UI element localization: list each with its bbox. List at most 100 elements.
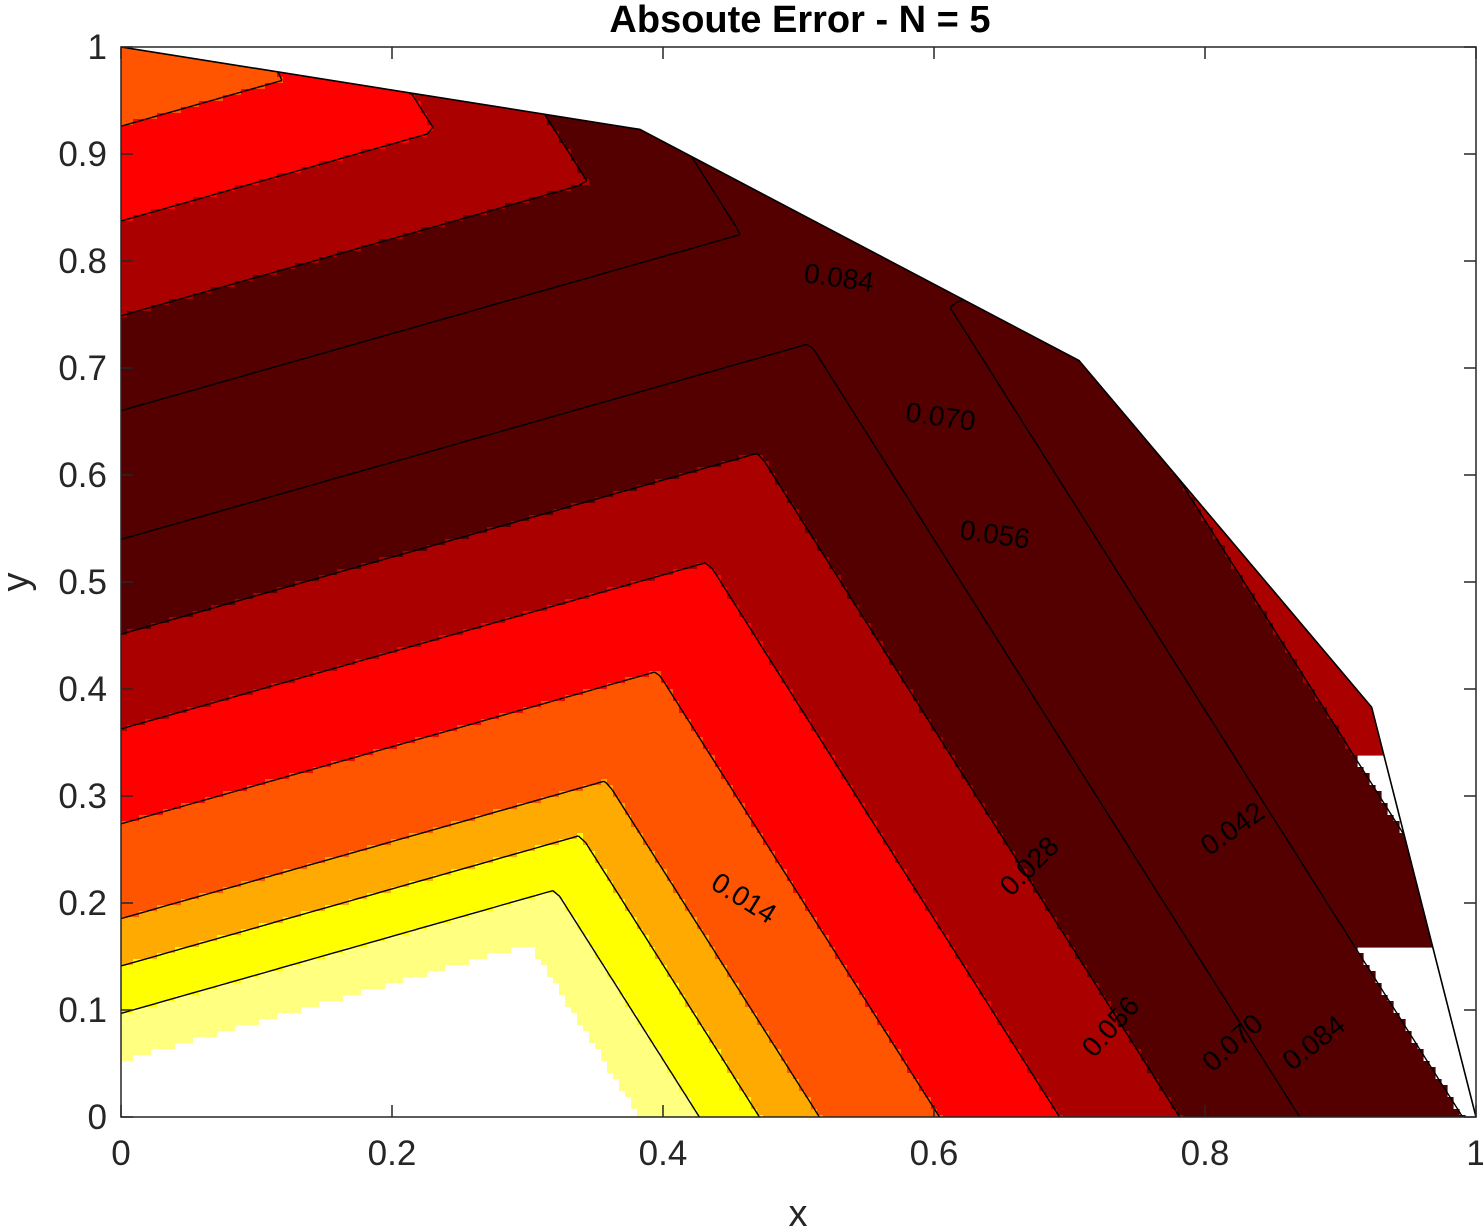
contour-fill-cell [1141, 419, 1262, 426]
contour-fill-cell [1279, 1085, 1340, 1092]
contour-fill-cell [799, 233, 848, 240]
contour-fill-cell [955, 953, 1076, 960]
contour-fill-cell [1021, 671, 1082, 678]
contour-fill-cell [1225, 995, 1286, 1002]
contour-fill-cell [1147, 707, 1208, 714]
contour-fill-cell [469, 911, 572, 918]
contour-fill-cell [1345, 737, 1466, 744]
contour-fill-cell [121, 623, 152, 630]
contour-fill-cell [661, 383, 836, 390]
contour-fill-cell [643, 341, 872, 348]
contour-fill-cell [1189, 935, 1250, 942]
contour-fill-cell [241, 89, 410, 96]
contour-fill-cell [355, 755, 716, 762]
contour-fill-cell [703, 323, 860, 330]
contour-fill-cell [883, 641, 1004, 648]
contour-fill-cell [979, 245, 1148, 252]
contour-fill-cell [1189, 779, 1250, 786]
contour-fill-cell [817, 1109, 938, 1116]
contour-fill-cell [667, 875, 788, 882]
contour-fill-cell [1015, 665, 1076, 672]
contour-fill-cell [121, 227, 422, 234]
contour-fill-cell [637, 1013, 698, 1020]
contour-fill-cell [1057, 473, 1178, 480]
contour-fill-cell [217, 461, 386, 468]
contour-fill-cell [1189, 845, 1232, 852]
contour-fill-cell [121, 179, 260, 186]
contour-fill-cell [1159, 635, 1280, 642]
contour-fill-cell [199, 515, 530, 522]
contour-fill-cell [1009, 563, 1052, 570]
contour-fill-cell [895, 383, 938, 390]
contour-fill-cell [343, 995, 566, 1002]
contour-fill-cell [451, 443, 878, 450]
contour-fill-cell [481, 305, 650, 312]
contour-fill-cell [121, 149, 362, 156]
contour-fill-cell [1159, 731, 1220, 738]
contour-fill-cell [241, 977, 404, 984]
contour-fill-cell [655, 851, 776, 858]
contour-fill-cell [385, 143, 566, 150]
contour-fill-cell [1093, 623, 1154, 630]
contour-fill-cell [1135, 407, 1256, 414]
contour-fill-cell [835, 377, 896, 384]
contour-fill-cell [1111, 371, 1370, 378]
contour-fill-cell [181, 899, 350, 906]
contour-fill-cell [1357, 1109, 1400, 1116]
contour-fill-cell [121, 323, 422, 330]
contour-fill-cell [121, 1073, 614, 1080]
contour-fill-cell [1333, 533, 1454, 540]
contour-fill-cell [499, 347, 620, 354]
contour-fill-cell [1087, 611, 1148, 618]
contour-fill-cell [121, 755, 356, 762]
contour-fill-cell [1345, 551, 1466, 558]
contour-fill-cell [133, 215, 464, 222]
contour-fill-cell [367, 845, 536, 852]
contour-fill-cell [1129, 845, 1190, 852]
contour-fill-cell [733, 1073, 794, 1080]
contour-fill-cell [733, 233, 800, 240]
contour-fill-cell [451, 869, 608, 876]
contour-fill-cell [625, 809, 746, 816]
contour-fill-cell [1285, 77, 1454, 84]
contour-fill-cell [1219, 893, 1262, 900]
contour-fill-cell [859, 989, 980, 996]
contour-fill-cell [667, 1067, 728, 1074]
contour-fill-cell [1351, 1037, 1412, 1044]
contour-fill-cell [1315, 977, 1376, 984]
contour-fill-cell [433, 875, 608, 882]
contour-fill-cell [415, 737, 704, 744]
contour-fill-cell [121, 575, 320, 582]
contour-fill-cell [673, 977, 734, 984]
contour-fill-cell [781, 863, 902, 870]
contour-fill-cell [1147, 617, 1268, 624]
contour-fill-cell [781, 197, 824, 204]
contour-fill-cell [433, 401, 596, 408]
contour-fill-cell [907, 683, 1028, 690]
contour-fill-cell [319, 575, 656, 582]
contour-fill-cell [649, 83, 710, 90]
contour-fill-cell [121, 1019, 260, 1026]
contour-fill-cell [895, 479, 956, 486]
contour-fill-cell [1165, 905, 1226, 912]
contour-fill-cell [1159, 893, 1220, 900]
contour-fill-cell [769, 845, 890, 852]
contour-fill-cell [727, 965, 848, 972]
contour-fill-cell [1345, 743, 1466, 750]
contour-fill-cell [619, 395, 848, 402]
contour-fill-cell [979, 353, 1100, 360]
contour-fill-cell [439, 365, 560, 372]
contour-fill-cell [979, 449, 1040, 456]
contour-fill-cell [871, 623, 992, 630]
contour-fill-cell [493, 431, 866, 438]
contour-fill-cell [781, 1055, 902, 1062]
contour-fill-cell [799, 1079, 920, 1086]
contour-fill-cell [853, 785, 974, 792]
contour-fill-cell [865, 425, 926, 432]
contour-fill-cell [775, 851, 896, 858]
contour-fill-cell [937, 377, 998, 384]
contour-fill-cell [817, 545, 938, 552]
contour-fill-cell [877, 827, 998, 834]
contour-fill-cell [1147, 611, 1268, 618]
contour-fill-cell [601, 353, 764, 360]
